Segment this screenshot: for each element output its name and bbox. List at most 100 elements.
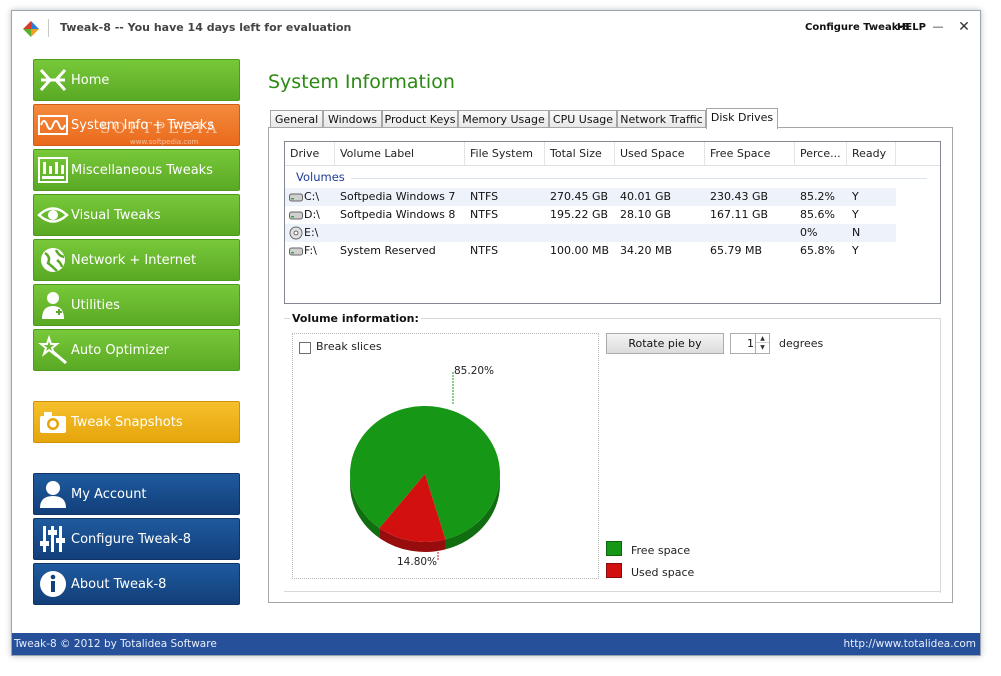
cell-ready: Y bbox=[852, 190, 859, 203]
column-ready[interactable]: Ready bbox=[847, 142, 896, 166]
window-title: Tweak-8 -- You have 14 days left for eva… bbox=[60, 21, 352, 34]
pie-label-used-space: 14.80% bbox=[397, 556, 437, 568]
column-free-space[interactable]: Free Space bbox=[705, 142, 795, 166]
group-border bbox=[940, 319, 941, 593]
tab-product-keys[interactable]: Product Keys bbox=[382, 110, 458, 128]
table-row[interactable]: C:\ Softpedia Windows 7 NTFS 270.45 GB 4… bbox=[285, 188, 896, 206]
tab-general[interactable]: General bbox=[270, 110, 323, 128]
column-drive[interactable]: Drive bbox=[285, 142, 335, 166]
hard-drive-icon bbox=[289, 193, 303, 202]
nav-my-account-label: My Account bbox=[71, 487, 147, 502]
pie-label-free-space: 85.20% bbox=[454, 365, 494, 377]
nav-auto-optimizer-button[interactable]: Auto Optimizer bbox=[33, 329, 240, 371]
column-total-size[interactable]: Total Size bbox=[545, 142, 615, 166]
rotate-degrees-spinner: ▲ ▼ bbox=[730, 333, 770, 354]
break-slices-label: Break slices bbox=[316, 340, 382, 353]
magic-wand-icon bbox=[38, 335, 67, 365]
legend-free-swatch bbox=[606, 541, 622, 556]
nav-utilities-label: Utilities bbox=[71, 298, 120, 313]
tab-cpu-usage[interactable]: CPU Usage bbox=[549, 110, 617, 128]
volume-info-title: Volume information: bbox=[290, 312, 421, 325]
volumes-group-label: Volumes bbox=[296, 170, 345, 184]
nav-home-button[interactable]: Home bbox=[33, 59, 240, 101]
cell-drive: C:\ bbox=[304, 190, 320, 203]
pie-chart-area: Break slices 85.20% 14.80% bbox=[292, 333, 599, 579]
table-row[interactable]: D:\ Softpedia Windows 8 NTFS 195.22 GB 2… bbox=[285, 206, 896, 224]
tab-network-traffic[interactable]: Network Traffic bbox=[617, 110, 706, 128]
close-button[interactable]: ✕ bbox=[958, 19, 970, 35]
configure-link[interactable]: Configure Tweak-8 bbox=[805, 22, 910, 33]
cell-drive: E:\ bbox=[304, 226, 319, 239]
cell-ready: Y bbox=[852, 244, 859, 257]
nav-system-info-button[interactable]: System Info + Tweaks bbox=[33, 104, 240, 146]
nav-my-account-button[interactable]: My Account bbox=[33, 473, 240, 515]
drives-list-header: Drive Volume Label File System Total Siz… bbox=[285, 142, 940, 166]
cell-volume-label: Softpedia Windows 7 bbox=[340, 190, 456, 203]
cell-used-space: 40.01 GB bbox=[620, 190, 672, 203]
eye-icon bbox=[37, 207, 69, 223]
table-row[interactable]: E:\ 0% N bbox=[285, 224, 896, 242]
waveform-icon bbox=[38, 115, 68, 135]
nav-about-label: About Tweak-8 bbox=[71, 577, 167, 592]
cell-volume-label: System Reserved bbox=[340, 244, 436, 257]
globe-icon bbox=[41, 248, 65, 272]
app-window: Tweak-8 -- You have 14 days left for eva… bbox=[11, 10, 981, 656]
legend-used-label: Used space bbox=[631, 566, 695, 579]
nav-misc-tweaks-button[interactable]: Miscellaneous Tweaks bbox=[33, 149, 240, 191]
group-border bbox=[284, 591, 941, 592]
hard-drive-icon bbox=[289, 247, 303, 256]
cell-used-space: 34.20 MB bbox=[620, 244, 673, 257]
disk-drives-panel: Drive Volume Label File System Total Siz… bbox=[268, 127, 953, 603]
cell-file-system: NTFS bbox=[470, 208, 499, 221]
column-used-space[interactable]: Used Space bbox=[615, 142, 705, 166]
status-bar: Tweak-8 © 2012 by Totalidea Software htt… bbox=[12, 633, 980, 655]
nav-configure-button[interactable]: Configure Tweak-8 bbox=[33, 518, 240, 560]
cell-total-size: 100.00 MB bbox=[550, 244, 610, 257]
sliders-icon bbox=[40, 526, 65, 552]
spinner-arrows: ▲ ▼ bbox=[755, 334, 769, 353]
home-icon bbox=[39, 68, 67, 92]
nav-visual-tweaks-label: Visual Tweaks bbox=[71, 208, 161, 223]
nav-tweak-snapshots-button[interactable]: Tweak Snapshots bbox=[33, 401, 240, 443]
nav-tweak-snapshots-label: Tweak Snapshots bbox=[71, 415, 183, 430]
minimize-button[interactable]: — bbox=[932, 20, 944, 33]
drives-list[interactable]: Drive Volume Label File System Total Siz… bbox=[284, 141, 941, 304]
hard-drive-icon bbox=[289, 211, 303, 220]
cell-volume-label: Softpedia Windows 8 bbox=[340, 208, 456, 221]
tab-disk-drives[interactable]: Disk Drives bbox=[706, 108, 778, 129]
tab-memory-usage[interactable]: Memory Usage bbox=[458, 110, 549, 128]
cell-percent: 85.2% bbox=[800, 190, 835, 203]
cell-used-space: 28.10 GB bbox=[620, 208, 672, 221]
nav-about-button[interactable]: About Tweak-8 bbox=[33, 563, 240, 605]
column-file-system[interactable]: File System bbox=[465, 142, 545, 166]
cell-drive: D:\ bbox=[304, 208, 320, 221]
optical-drive-icon bbox=[289, 226, 303, 240]
cell-drive: F:\ bbox=[304, 244, 317, 257]
cell-percent: 85.6% bbox=[800, 208, 835, 221]
column-percent[interactable]: Perce... bbox=[795, 142, 847, 166]
cell-total-size: 270.45 GB bbox=[550, 190, 609, 203]
cell-free-space: 65.79 MB bbox=[710, 244, 763, 257]
pie-side-free-space bbox=[445, 474, 500, 550]
tab-windows[interactable]: Windows bbox=[323, 110, 382, 128]
spinner-down-arrow-icon[interactable]: ▼ bbox=[760, 344, 765, 351]
cell-ready: Y bbox=[852, 208, 859, 221]
nav-utilities-button[interactable]: Utilities bbox=[33, 284, 240, 326]
table-row[interactable]: F:\ System Reserved NTFS 100.00 MB 34.20… bbox=[285, 242, 896, 260]
nav-visual-tweaks-button[interactable]: Visual Tweaks bbox=[33, 194, 240, 236]
user-icon bbox=[40, 481, 66, 508]
column-volume-label[interactable]: Volume Label bbox=[335, 142, 465, 166]
website-link[interactable]: http://www.totalidea.com bbox=[843, 638, 976, 650]
nav-network-button[interactable]: Network + Internet bbox=[33, 239, 240, 281]
help-link[interactable]: HELP bbox=[897, 22, 926, 33]
cell-total-size: 195.22 GB bbox=[550, 208, 609, 221]
break-slices-checkbox[interactable] bbox=[299, 342, 311, 354]
cell-free-space: 167.11 GB bbox=[710, 208, 769, 221]
nav-auto-optimizer-label: Auto Optimizer bbox=[71, 343, 169, 358]
info-icon bbox=[40, 571, 66, 597]
rotate-pie-button[interactable]: Rotate pie by bbox=[606, 333, 724, 354]
cell-free-space: 230.43 GB bbox=[710, 190, 769, 203]
nav-configure-label: Configure Tweak-8 bbox=[71, 532, 192, 547]
rotate-degrees-input[interactable] bbox=[731, 334, 754, 353]
spinner-up-arrow-icon[interactable]: ▲ bbox=[756, 334, 769, 343]
